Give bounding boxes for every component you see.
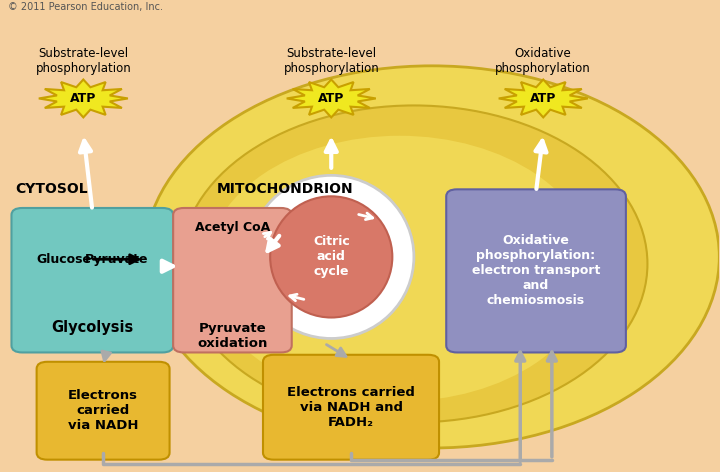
Ellipse shape	[270, 196, 392, 318]
FancyBboxPatch shape	[446, 189, 626, 353]
FancyBboxPatch shape	[12, 208, 174, 353]
Polygon shape	[287, 79, 376, 118]
Text: Substrate-level
phosphorylation: Substrate-level phosphorylation	[284, 47, 379, 75]
Text: Electrons carried
via NADH and
FADH₂: Electrons carried via NADH and FADH₂	[287, 386, 415, 429]
Polygon shape	[499, 79, 588, 118]
Text: CYTOSOL: CYTOSOL	[15, 182, 88, 196]
Text: Pyruvate: Pyruvate	[84, 253, 148, 266]
Text: Glycolysis: Glycolysis	[51, 320, 133, 335]
Text: ATP: ATP	[530, 92, 557, 105]
Text: Acetyl CoA: Acetyl CoA	[195, 220, 270, 234]
Ellipse shape	[180, 105, 647, 422]
Ellipse shape	[145, 66, 719, 448]
Text: Pyruvate
oxidation: Pyruvate oxidation	[197, 322, 268, 350]
Text: ATP: ATP	[70, 92, 96, 105]
Text: Glucose: Glucose	[37, 253, 91, 266]
Text: Oxidative
phosphorylation:
electron transport
and
chemiosmosis: Oxidative phosphorylation: electron tran…	[472, 235, 600, 307]
FancyBboxPatch shape	[263, 355, 439, 460]
Ellipse shape	[248, 176, 414, 338]
FancyBboxPatch shape	[37, 362, 170, 460]
Text: Electrons
carried
via NADH: Electrons carried via NADH	[68, 389, 138, 432]
Text: ATP: ATP	[318, 92, 344, 105]
Polygon shape	[39, 79, 128, 118]
Text: Substrate-level
phosphorylation: Substrate-level phosphorylation	[35, 47, 131, 75]
Text: Citric
acid
cycle: Citric acid cycle	[313, 236, 350, 278]
Text: © 2011 Pearson Education, Inc.: © 2011 Pearson Education, Inc.	[8, 2, 163, 12]
FancyBboxPatch shape	[174, 208, 292, 353]
Text: Oxidative
phosphorylation: Oxidative phosphorylation	[495, 47, 591, 75]
Ellipse shape	[205, 136, 593, 401]
Text: MITOCHONDRION: MITOCHONDRION	[216, 182, 353, 196]
